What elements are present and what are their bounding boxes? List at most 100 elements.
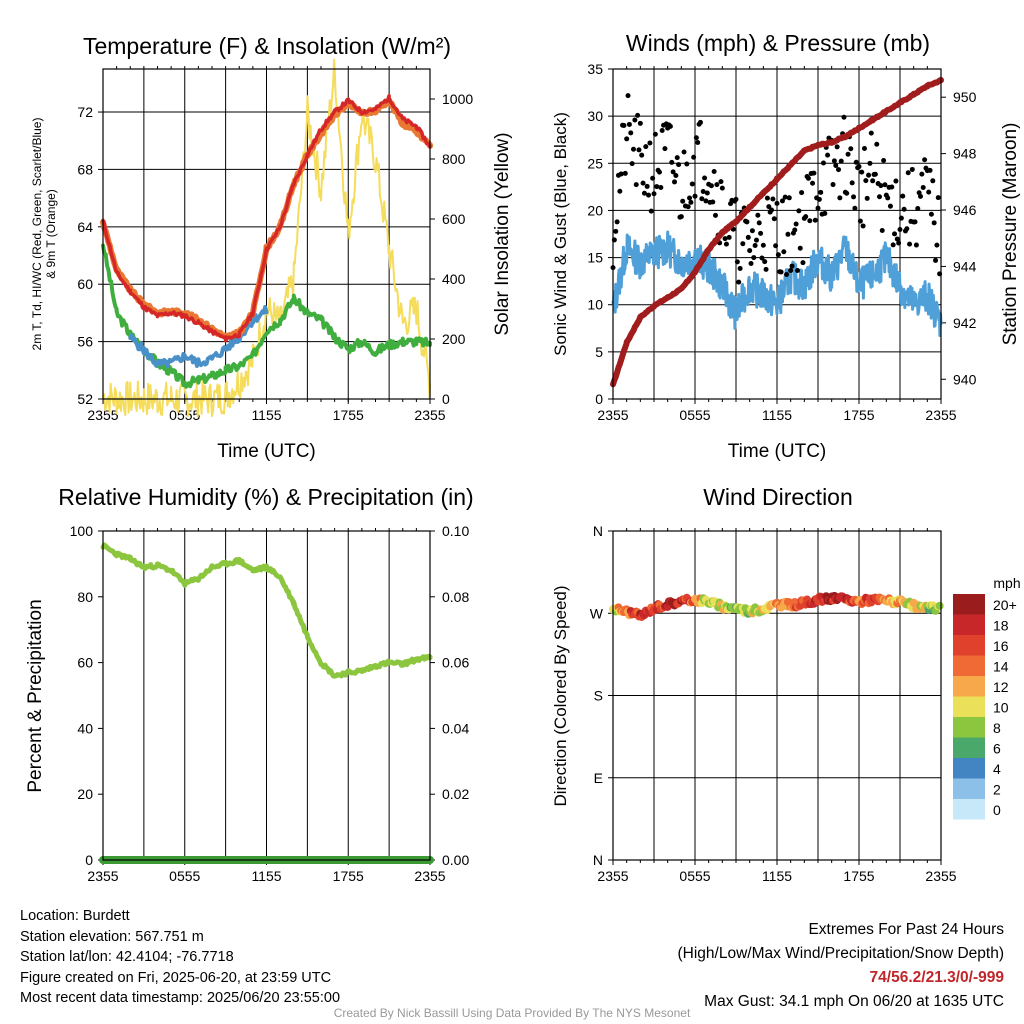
y-tick-label: 40: [77, 720, 93, 736]
gust-point: [636, 147, 642, 153]
gust-point: [770, 196, 776, 202]
elevation-text: Station elevation: 567.751 m: [20, 928, 204, 945]
gust-point: [755, 212, 761, 218]
gust-point: [872, 171, 878, 177]
gust-point: [918, 193, 923, 199]
legend-swatch: [953, 614, 985, 635]
gust-point: [836, 167, 841, 173]
x-tick-label: 1155: [251, 868, 281, 884]
gust-point: [807, 218, 813, 224]
y-tick-label: 60: [77, 655, 93, 671]
gust-point: [744, 219, 750, 225]
y-tick-label: 100: [70, 523, 94, 539]
gust-point: [818, 189, 824, 195]
y2-tick-label: 0.06: [442, 655, 469, 671]
gust-point: [841, 114, 847, 120]
gust-point: [673, 173, 679, 179]
y2-tick-label: 0.02: [442, 786, 469, 802]
x-tick-label: 2355: [414, 868, 445, 884]
gust-point: [640, 180, 646, 186]
gust-point: [769, 207, 775, 213]
gust-point: [837, 195, 843, 201]
gust-point: [825, 152, 831, 158]
gust-point: [684, 161, 690, 167]
speed-legend: mph 20+ 18 16 14 12 10 8 6 4 2 0: [953, 575, 1021, 820]
gust-point: [860, 223, 866, 229]
gust-point: [788, 268, 794, 274]
gust-point: [688, 199, 694, 205]
gust-point: [726, 234, 732, 240]
temperature-panel: 2355 0555 1155 1755 2355 Time (UTC) 52 56 60 64 68…: [30, 58, 513, 462]
gust-point: [771, 216, 777, 222]
plot-border: [612, 530, 942, 861]
y2-tick-label: 950: [953, 89, 977, 105]
gust-point: [708, 183, 714, 189]
y-tick-label: 20: [77, 786, 93, 802]
x-tick-label: 1755: [333, 868, 364, 884]
gust-point: [702, 175, 708, 181]
y-tick-label: 60: [77, 276, 93, 292]
gust-point: [897, 226, 903, 232]
gust-point: [853, 159, 859, 165]
gust-point: [678, 214, 684, 220]
gust-point: [639, 152, 645, 158]
gust-point: [733, 196, 739, 202]
x-tick-label: 0555: [679, 868, 710, 884]
gust-point: [685, 204, 691, 210]
gust-point: [631, 146, 636, 152]
gust-point: [810, 180, 816, 186]
gust-point: [711, 169, 717, 175]
gust-point: [758, 230, 764, 236]
y2-tick-label: 0: [442, 391, 450, 407]
gust-point: [796, 208, 802, 214]
x-tick-label: 1155: [762, 868, 792, 884]
gust-point: [893, 178, 899, 184]
max-gust-text: Max Gust: 34.1 mph On 06/20 at 1635 UTC: [704, 993, 1004, 1010]
gust-point: [774, 200, 780, 206]
plot-border: [102, 530, 431, 861]
legend-swatch: [953, 758, 985, 779]
gust-point: [781, 249, 787, 255]
gust-point: [646, 192, 652, 198]
legend-label: 18: [993, 618, 1009, 634]
gust-point: [820, 160, 826, 166]
extremes-info: Extremes For Past 24 Hours (High/Low/Max…: [678, 918, 1005, 1014]
gust-point: [628, 130, 634, 136]
gust-point: [635, 112, 641, 118]
pressure-line: [610, 77, 944, 388]
y2-tick-label: 944: [953, 258, 977, 274]
gust-point: [851, 194, 857, 200]
plot-border: [102, 68, 431, 400]
y-tick-label: 10: [587, 297, 603, 313]
gust-point: [736, 279, 742, 285]
gust-point: [699, 196, 705, 202]
y-tick-label: 20: [587, 202, 603, 218]
x-tick-label: 0555: [169, 868, 200, 884]
gust-point: [644, 183, 650, 189]
gust-point: [874, 141, 880, 147]
legend-label: 8: [993, 720, 1001, 736]
gust-point: [632, 117, 638, 123]
gust-point: [922, 157, 928, 163]
credit-text: Created By Nick Bassill Using Data Provi…: [333, 1006, 691, 1020]
plot-border: [612, 68, 942, 400]
gust-point: [901, 206, 907, 212]
y2-tick-label: 0.10: [442, 523, 469, 539]
gust-point: [793, 221, 799, 227]
gust-point: [651, 191, 657, 197]
gust-point: [703, 198, 709, 204]
gust-point: [700, 188, 706, 194]
gust-point: [882, 182, 888, 188]
legend-swatch: [953, 594, 985, 615]
gust-point: [811, 170, 817, 176]
gust-point: [637, 120, 643, 126]
y2-tick-label: 942: [953, 315, 977, 331]
location-text: Location: Burdett: [20, 908, 130, 924]
x-tick-label: 2355: [925, 407, 956, 423]
legend-label: 4: [993, 761, 1001, 777]
gust-point: [913, 242, 919, 248]
y-tick-label: N: [593, 852, 603, 868]
y-axis-label: Percent & Precipitation: [25, 599, 46, 792]
legend-swatch: [953, 717, 985, 738]
